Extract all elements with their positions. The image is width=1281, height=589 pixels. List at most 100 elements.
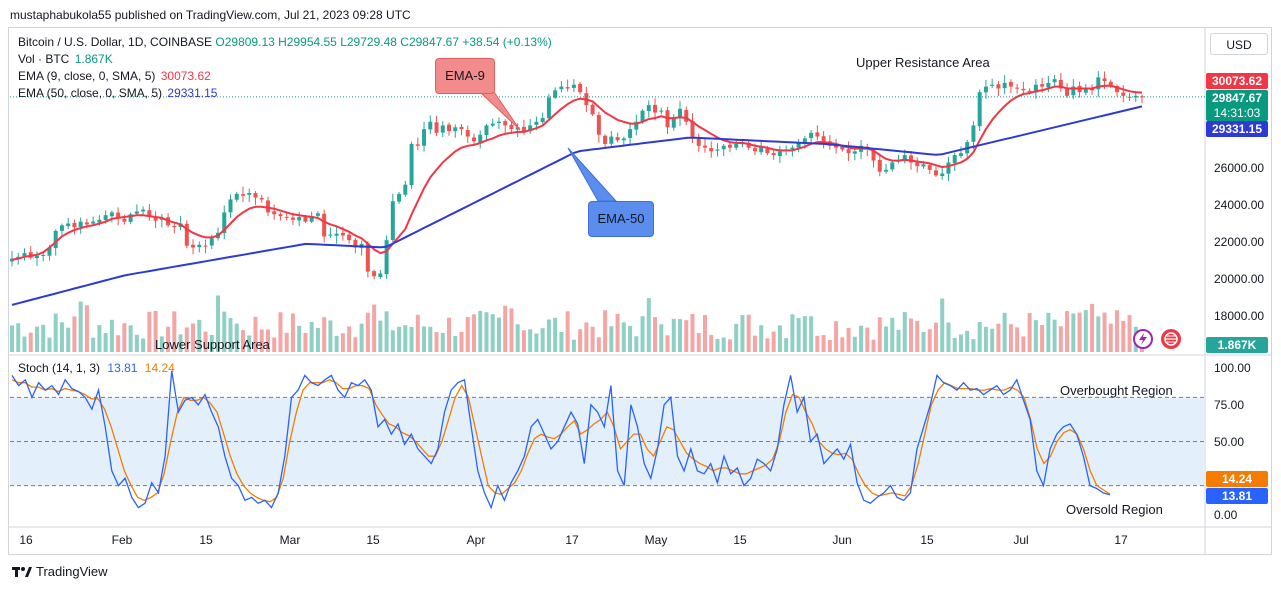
candle-body xyxy=(902,155,907,162)
candle-body xyxy=(78,221,83,227)
volume-bar xyxy=(496,317,501,352)
stoch-label: Stoch (14, 1, 3) xyxy=(18,361,101,375)
volume-bar xyxy=(340,333,345,352)
volume-bar xyxy=(66,327,71,352)
ema50-price-tag: 29331.15 xyxy=(1206,121,1268,137)
stoch-legend: Stoch (14, 1, 3) 13.81 14.24 xyxy=(18,361,175,375)
volume-bar xyxy=(1002,312,1007,352)
volume-bar xyxy=(328,320,333,352)
volume-bar xyxy=(22,336,27,352)
volume-bar xyxy=(34,326,39,352)
candle-body xyxy=(1071,86,1076,96)
flag-icon[interactable] xyxy=(1161,329,1181,349)
candle-body xyxy=(390,201,395,241)
candle-body xyxy=(203,245,208,247)
candle-body xyxy=(134,211,139,214)
volume-bar xyxy=(796,318,801,352)
time-tick-label: Apr xyxy=(466,533,486,547)
volume-bar xyxy=(977,321,982,352)
time-tick-label: Jun xyxy=(832,533,852,547)
volume-bar xyxy=(247,335,252,352)
flash-icon[interactable] xyxy=(1133,329,1153,349)
volume-value: 1.867K xyxy=(74,52,113,66)
volume-bar xyxy=(503,305,508,352)
candle-body xyxy=(147,210,152,217)
volume-bar xyxy=(228,318,233,352)
volume-bar xyxy=(1096,316,1101,352)
volume-bar xyxy=(240,330,245,352)
volume-bar xyxy=(540,328,545,352)
ema50-callout-pointer xyxy=(567,147,618,202)
candle-body xyxy=(771,153,776,156)
candle-body xyxy=(496,121,501,123)
volume-bar xyxy=(390,330,395,352)
candle-body xyxy=(403,184,408,195)
volume-bar xyxy=(197,319,202,352)
volume-bar xyxy=(1040,325,1045,352)
volume-bar xyxy=(434,332,439,352)
volume-bar xyxy=(234,323,239,352)
volume-bar xyxy=(47,337,52,352)
close-value: C29847.67 xyxy=(400,35,459,49)
volume-bar xyxy=(216,295,221,352)
candle-body xyxy=(322,213,327,237)
candle-body xyxy=(222,212,227,233)
candle-body xyxy=(128,214,133,222)
volume-bar xyxy=(103,332,108,352)
candle-body xyxy=(1040,84,1045,87)
volume-bar xyxy=(696,333,701,352)
stoch-tick-label: 50.00 xyxy=(1214,434,1245,449)
time-tick-label: Mar xyxy=(279,533,301,547)
volume-bar xyxy=(721,337,726,352)
volume-bar xyxy=(122,323,127,352)
candle-body xyxy=(678,108,683,119)
volume-bar xyxy=(1077,312,1082,352)
candle-body xyxy=(272,211,277,215)
currency-button[interactable]: USD xyxy=(1210,33,1268,55)
candle-body xyxy=(877,159,882,172)
candle-body xyxy=(428,121,433,130)
candle-body xyxy=(478,134,483,143)
candle-body xyxy=(1033,84,1038,93)
volume-bar xyxy=(41,324,46,352)
candle-body xyxy=(59,225,64,231)
volume-bar xyxy=(128,325,133,352)
candle-body xyxy=(122,218,127,222)
candle-body xyxy=(996,84,1001,89)
time-tick-label: 16 xyxy=(19,533,33,547)
volume-bar xyxy=(422,326,427,352)
volume-bar xyxy=(465,317,470,352)
volume-bar xyxy=(109,319,114,352)
volume-bar xyxy=(134,334,139,352)
lower-support-label: Lower Support Area xyxy=(155,337,270,352)
volume-bar xyxy=(521,330,526,352)
volume-bar xyxy=(91,337,96,352)
candle-body xyxy=(84,222,89,225)
volume-bar xyxy=(166,326,171,352)
candle-body xyxy=(790,147,795,150)
chart-frame[interactable] xyxy=(8,27,1272,555)
candle-body xyxy=(915,162,920,167)
price-tick-label: 22000.00 xyxy=(1214,235,1265,249)
candle-body xyxy=(977,92,982,127)
price-tick-label: 26000.00 xyxy=(1214,161,1265,175)
candle-body xyxy=(927,165,932,170)
candle-body xyxy=(278,214,283,217)
volume-bar xyxy=(715,338,720,352)
volume-bar xyxy=(990,328,995,352)
candle-body xyxy=(1052,79,1057,83)
candle-body xyxy=(628,129,633,138)
volume-bar xyxy=(1033,320,1038,352)
brand-footer[interactable]: TradingView xyxy=(12,564,108,579)
volume-bar xyxy=(746,314,751,352)
candle-body xyxy=(471,137,476,142)
candle-body xyxy=(946,162,951,174)
volume-bar xyxy=(1121,320,1126,352)
candle-body xyxy=(933,170,938,176)
volume-bar xyxy=(471,314,476,352)
volume-bar xyxy=(821,335,826,352)
candle-body xyxy=(1027,90,1032,93)
volume-bar xyxy=(409,326,414,352)
candle-body xyxy=(621,138,626,141)
